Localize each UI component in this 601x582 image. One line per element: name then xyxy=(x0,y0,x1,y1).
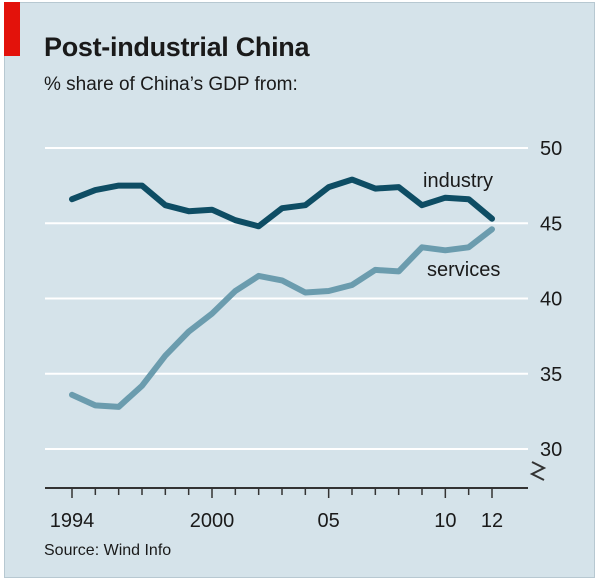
series-label-services: services xyxy=(427,259,500,281)
chart-subtitle: % share of China’s GDP from: xyxy=(44,74,298,95)
chart-title: Post-industrial China xyxy=(44,32,310,62)
axis-break-marker xyxy=(529,461,547,481)
series-line-services xyxy=(69,226,495,410)
y-tick-label-35: 35 xyxy=(540,364,562,386)
x-tick-label-12: 12 xyxy=(481,510,503,532)
source-note: Source: Wind Info xyxy=(44,542,172,559)
x-tick-label-1994: 1994 xyxy=(50,510,95,532)
series-line-industry xyxy=(69,176,495,230)
series-lines xyxy=(69,176,495,410)
y-tick-label-30: 30 xyxy=(540,439,562,461)
series-label-industry: industry xyxy=(423,170,493,192)
y-tick-label-40: 40 xyxy=(540,289,562,311)
brand-red-tag xyxy=(4,2,20,56)
x-tick-label-2000: 2000 xyxy=(190,510,235,532)
x-tick-label-05: 05 xyxy=(318,510,340,532)
x-tick-label-10: 10 xyxy=(434,510,456,532)
y-tick-label-45: 45 xyxy=(540,213,562,235)
y-tick-label-50: 50 xyxy=(540,138,562,160)
x-axis xyxy=(45,461,547,498)
chart-labels: 30 35 40 45 50 1994 2000 05 10 12 industry services xyxy=(50,138,563,532)
gridlines xyxy=(45,147,528,450)
